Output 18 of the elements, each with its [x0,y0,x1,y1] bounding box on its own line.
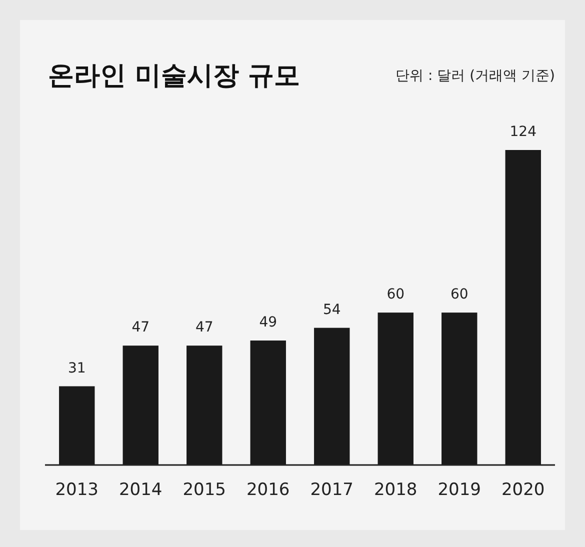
x-tick-label: 2019 [438,480,482,500]
x-tick-label: 2020 [501,480,545,500]
data-label: 54 [322,302,341,318]
data-label: 47 [132,320,150,336]
chart-title: 온라인 미술시장 규모 [48,61,300,91]
data-label: 124 [510,124,537,140]
x-tick-label: 2014 [118,480,162,500]
data-label: 60 [450,286,468,303]
data-label: 60 [386,286,405,303]
x-tick-label: 2015 [182,480,226,500]
chart-subtitle: 단위 : 달러 (거래액 기준) [396,68,555,84]
data-label: 31 [68,360,86,376]
x-tick-label: 2017 [310,480,354,500]
x-tick-label: 2018 [374,480,418,500]
data-label: 47 [195,320,214,336]
data-label: 49 [259,314,278,331]
x-tick-label: 2016 [246,480,290,500]
x-tick-label: 2013 [55,480,99,500]
